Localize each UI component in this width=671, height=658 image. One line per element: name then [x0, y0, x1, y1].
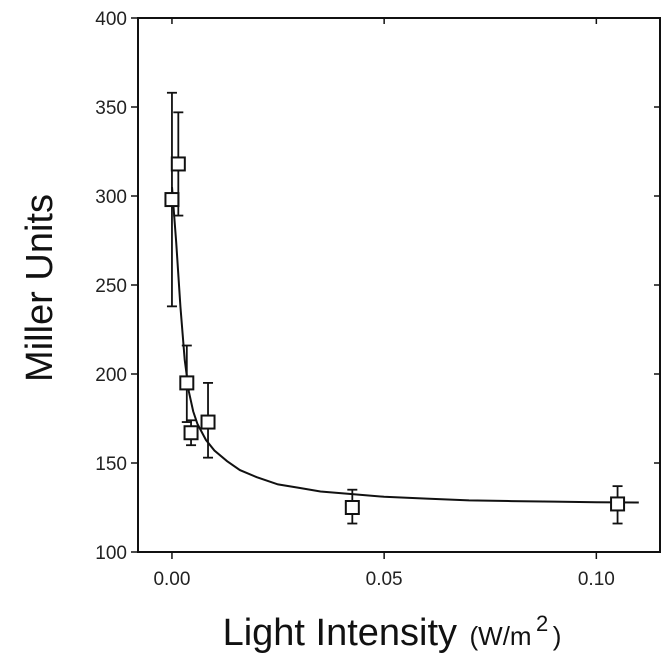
x-axis-label-unit-close: ): [553, 621, 562, 651]
data-point: [170, 111, 186, 217]
x-axis-label-unit: (W/m: [470, 621, 532, 651]
data-point: [179, 344, 195, 423]
data-point: [610, 485, 626, 525]
x-tick-label: 0.10: [578, 569, 615, 590]
x-axis-label: Light Intensity (W/m 2 ): [223, 611, 562, 654]
y-tick-label: 100: [95, 543, 127, 564]
square-marker: [183, 425, 199, 441]
plot-area: [137, 17, 661, 553]
y-tick-label: 350: [95, 98, 127, 119]
data-point: [344, 488, 360, 525]
y-tick-label: 150: [95, 454, 127, 475]
fit-curve: [171, 187, 639, 504]
x-tick-label: 0.05: [366, 569, 403, 590]
data-point: [183, 419, 199, 447]
square-marker: [200, 414, 216, 430]
y-tick-label: 200: [95, 365, 127, 386]
data-points-layer: [164, 91, 626, 525]
square-marker: [610, 496, 626, 512]
y-tick-label: 300: [95, 187, 127, 208]
data-point: [200, 381, 216, 459]
y-axis-label: Miller Units: [19, 194, 61, 382]
y-tick-label: 400: [95, 9, 127, 30]
plot-border: [137, 17, 661, 553]
square-marker: [179, 375, 195, 391]
square-marker: [344, 500, 360, 515]
x-axis-label-unit-sup: 2: [536, 611, 548, 636]
y-tick-label: 250: [95, 276, 127, 297]
data-point: [164, 91, 180, 308]
y-axis: 100 150 200 250 300 350 400: [95, 9, 660, 564]
square-marker: [170, 156, 186, 172]
fit-curve-layer: [171, 187, 639, 504]
square-marker: [164, 192, 180, 208]
x-axis-label-main: Light Intensity: [223, 612, 457, 654]
x-tick-label: 0.00: [153, 569, 190, 590]
x-axis: 0.00 0.05 0.10: [153, 18, 615, 590]
